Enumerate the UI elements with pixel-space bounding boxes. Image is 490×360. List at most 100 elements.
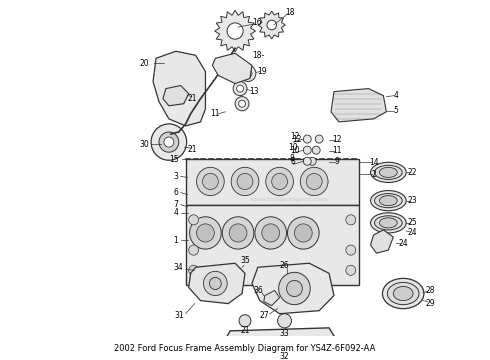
Text: 6: 6 <box>173 188 178 197</box>
Text: 21: 21 <box>240 327 250 336</box>
Text: 19: 19 <box>257 67 267 76</box>
Text: 4: 4 <box>173 208 178 217</box>
Circle shape <box>239 315 251 327</box>
Polygon shape <box>264 291 280 306</box>
Circle shape <box>159 132 179 152</box>
Text: 2: 2 <box>371 170 376 179</box>
Circle shape <box>346 215 356 225</box>
Circle shape <box>294 224 312 242</box>
Circle shape <box>244 69 252 77</box>
Circle shape <box>308 157 316 165</box>
Circle shape <box>202 174 219 190</box>
Circle shape <box>287 280 302 297</box>
Circle shape <box>189 245 198 255</box>
Text: 30: 30 <box>139 140 149 149</box>
Circle shape <box>235 97 249 111</box>
Ellipse shape <box>370 162 406 183</box>
Text: 5: 5 <box>394 106 399 115</box>
Circle shape <box>222 217 254 249</box>
Polygon shape <box>252 263 334 314</box>
Polygon shape <box>189 263 245 303</box>
Polygon shape <box>163 86 189 106</box>
Ellipse shape <box>393 287 413 301</box>
Circle shape <box>203 271 227 296</box>
Text: 28: 28 <box>425 286 435 295</box>
Circle shape <box>315 135 323 143</box>
Circle shape <box>346 265 356 275</box>
Circle shape <box>233 81 247 96</box>
Ellipse shape <box>374 194 402 208</box>
Circle shape <box>151 124 187 160</box>
Text: 3: 3 <box>173 172 178 181</box>
Polygon shape <box>220 328 339 348</box>
FancyBboxPatch shape <box>186 205 359 285</box>
Text: 4: 4 <box>394 91 399 100</box>
Circle shape <box>189 265 198 275</box>
Text: 18: 18 <box>285 8 294 17</box>
Circle shape <box>288 217 319 249</box>
Circle shape <box>271 174 288 190</box>
Text: 14: 14 <box>368 158 378 167</box>
Text: 7: 7 <box>173 200 178 209</box>
Circle shape <box>312 146 320 154</box>
Text: 11: 11 <box>211 109 220 118</box>
Text: 21: 21 <box>188 145 197 154</box>
Polygon shape <box>153 51 205 126</box>
Text: 12: 12 <box>291 131 300 140</box>
Text: 29: 29 <box>425 299 435 308</box>
Text: 10: 10 <box>291 146 300 155</box>
Circle shape <box>237 85 244 92</box>
Text: 34: 34 <box>174 263 184 272</box>
Circle shape <box>262 224 280 242</box>
Polygon shape <box>331 89 387 122</box>
Circle shape <box>196 224 214 242</box>
Circle shape <box>209 277 221 289</box>
Circle shape <box>300 167 328 195</box>
Text: 2002 Ford Focus Frame Assembly Diagram for YS4Z-6F092-AA: 2002 Ford Focus Frame Assembly Diagram f… <box>114 344 376 353</box>
Text: 36: 36 <box>253 286 263 295</box>
Text: 20: 20 <box>139 59 149 68</box>
Circle shape <box>267 20 276 30</box>
Text: 15: 15 <box>169 155 179 164</box>
Text: 33: 33 <box>280 329 290 338</box>
Text: 24: 24 <box>407 229 417 238</box>
Circle shape <box>227 23 243 39</box>
Circle shape <box>237 174 253 190</box>
Text: 31: 31 <box>174 311 184 320</box>
Text: www.fordpartsgiant.com: www.fordpartsgiant.com <box>251 197 328 202</box>
Circle shape <box>279 272 310 305</box>
Circle shape <box>255 217 287 249</box>
FancyBboxPatch shape <box>186 159 359 205</box>
Circle shape <box>306 174 322 190</box>
Text: 8: 8 <box>289 154 294 163</box>
Circle shape <box>303 157 311 165</box>
Polygon shape <box>215 10 256 52</box>
Text: 24: 24 <box>398 239 408 248</box>
Ellipse shape <box>379 195 397 206</box>
Circle shape <box>196 167 224 195</box>
Circle shape <box>189 215 198 225</box>
Text: 22: 22 <box>407 168 417 177</box>
Ellipse shape <box>374 165 402 179</box>
Text: 16: 16 <box>252 18 262 27</box>
Ellipse shape <box>388 282 419 305</box>
Text: 10: 10 <box>289 143 298 152</box>
Circle shape <box>240 66 256 81</box>
Text: 35: 35 <box>240 256 250 265</box>
Circle shape <box>231 167 259 195</box>
Circle shape <box>303 146 311 154</box>
Ellipse shape <box>370 213 406 233</box>
Polygon shape <box>212 53 252 84</box>
Text: 18-: 18- <box>252 51 264 60</box>
Circle shape <box>164 137 174 147</box>
Text: 21: 21 <box>188 94 197 103</box>
Text: 12: 12 <box>332 135 342 144</box>
Ellipse shape <box>370 190 406 211</box>
Text: 32: 32 <box>280 352 290 360</box>
Circle shape <box>278 314 292 328</box>
Text: 11: 11 <box>332 146 342 155</box>
Polygon shape <box>258 11 285 39</box>
Circle shape <box>190 217 221 249</box>
Text: 27: 27 <box>260 311 270 320</box>
Text: 25: 25 <box>407 219 417 228</box>
